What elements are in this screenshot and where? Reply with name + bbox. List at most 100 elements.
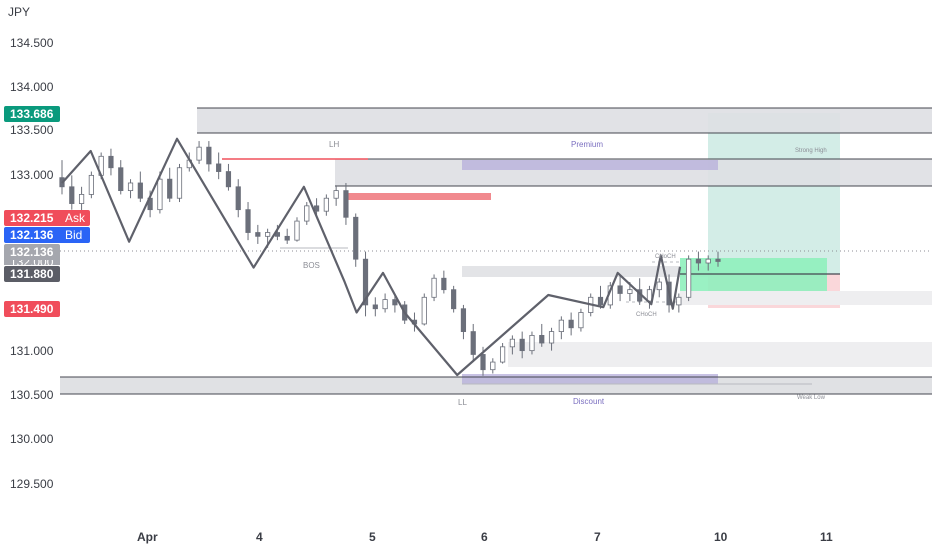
candle-body <box>627 289 633 294</box>
candle-body <box>304 205 310 222</box>
y-tick-label: 133.500 <box>10 123 54 137</box>
candle-body <box>460 308 467 332</box>
top-green-price: 133.686 <box>10 107 54 121</box>
x-tick-label: 11 <box>820 530 833 544</box>
candle-body <box>617 285 623 294</box>
candle-body <box>656 281 662 291</box>
candle-body <box>372 304 378 310</box>
candle-body <box>176 167 183 199</box>
entry-badge <box>4 266 60 282</box>
lh-label: LH <box>329 140 339 149</box>
candle-body <box>499 346 506 363</box>
candle-body <box>333 190 339 199</box>
candle-body <box>167 178 173 199</box>
mid-zone <box>462 266 712 277</box>
x-tick-label: Apr <box>137 530 158 544</box>
premium-zone <box>462 160 718 170</box>
candle-body <box>265 232 271 237</box>
strong-high-label: Strong High <box>795 148 827 154</box>
candle-body <box>548 331 555 344</box>
candle-body <box>558 319 564 332</box>
ll-label: LL <box>458 398 467 407</box>
top-green-badge <box>4 106 60 122</box>
bid-badge <box>4 227 90 243</box>
candle-body <box>519 338 525 352</box>
y-tick-label: 133.000 <box>10 168 54 182</box>
candle-body <box>646 289 653 302</box>
candle-body <box>539 334 545 344</box>
candle-body <box>294 220 300 241</box>
y-tick-label: 129.500 <box>10 477 54 491</box>
light-zone-lower <box>508 342 932 367</box>
y-tick-label: 131.000 <box>10 344 54 358</box>
weak-low-label: Weak Low <box>797 395 826 401</box>
candle-body <box>421 296 427 325</box>
stop-badge <box>4 301 60 317</box>
y-tick-label: 130.500 <box>10 388 54 402</box>
candle-body <box>480 354 486 371</box>
x-tick-label: 10 <box>714 530 728 544</box>
candle-body <box>715 258 721 262</box>
last-price: 132.136 <box>10 245 54 259</box>
candle-body <box>216 163 222 172</box>
candle-body <box>490 361 496 371</box>
red-supply-zone <box>345 193 491 200</box>
strong-high-zone <box>197 108 932 133</box>
y-tick-label: 130.000 <box>10 432 54 446</box>
candle-body <box>470 331 476 355</box>
x-tick-label: 7 <box>594 530 601 544</box>
zones-layer <box>60 108 932 394</box>
light-zone-right <box>680 291 932 305</box>
y-tick-label: 134.500 <box>10 36 54 50</box>
candle-body <box>597 296 604 306</box>
stop-price: 131.490 <box>10 302 54 316</box>
candle-body <box>284 235 290 241</box>
candle-body <box>255 232 261 237</box>
entry-price: 131.880 <box>10 267 54 281</box>
candle-body <box>578 312 584 329</box>
choch-label-upper: CHoCH <box>655 254 676 260</box>
time-axis[interactable]: Apr 4 5 6 7 10 11 <box>137 530 833 544</box>
candle-body <box>568 319 574 329</box>
ask-badge <box>4 210 90 226</box>
price-badges: 133.686 132.215 Ask 132.136 Bid 132.000 … <box>4 106 90 317</box>
candle-body <box>137 182 143 199</box>
last-price-badge <box>4 244 60 260</box>
candle-body <box>245 209 251 233</box>
annotation-labels: LH BOS LL Premium Discount Strong High W… <box>303 140 827 407</box>
candle-body <box>431 277 437 298</box>
candle-body <box>362 258 369 306</box>
candle-body <box>69 186 75 204</box>
discount-zone <box>462 374 718 384</box>
x-tick-label: 4 <box>256 530 263 544</box>
candle-body <box>451 289 457 310</box>
candle-body <box>686 258 692 298</box>
candle-body <box>705 258 711 264</box>
candle-body <box>127 182 134 192</box>
market-structure-line <box>61 137 682 377</box>
tp-box <box>708 113 840 274</box>
premium-label: Premium <box>571 140 603 149</box>
choch-label-lower: CHoCH <box>636 312 657 318</box>
candle-body <box>509 338 515 348</box>
candle-body <box>206 146 212 165</box>
zone-lines <box>60 107 932 395</box>
candle-body <box>695 258 702 264</box>
candle-body <box>353 216 359 260</box>
candles-layer <box>59 141 721 376</box>
bid-label: Bid <box>65 228 82 242</box>
x-tick-label: 6 <box>481 530 488 544</box>
candle-body <box>382 299 388 310</box>
candle-body <box>196 146 202 161</box>
candle-body <box>118 167 124 192</box>
y-tick-label: 134.000 <box>10 80 54 94</box>
ask-price: 132.215 <box>10 211 54 225</box>
candle-body <box>441 277 447 291</box>
candle-body <box>676 296 682 306</box>
candle-body <box>529 334 535 352</box>
price-axis[interactable]: JPY 134.500 134.000 133.500 133.000 131.… <box>8 5 54 491</box>
ask-label: Ask <box>65 211 86 225</box>
bos-label: BOS <box>303 261 320 270</box>
candle-body <box>323 197 329 212</box>
